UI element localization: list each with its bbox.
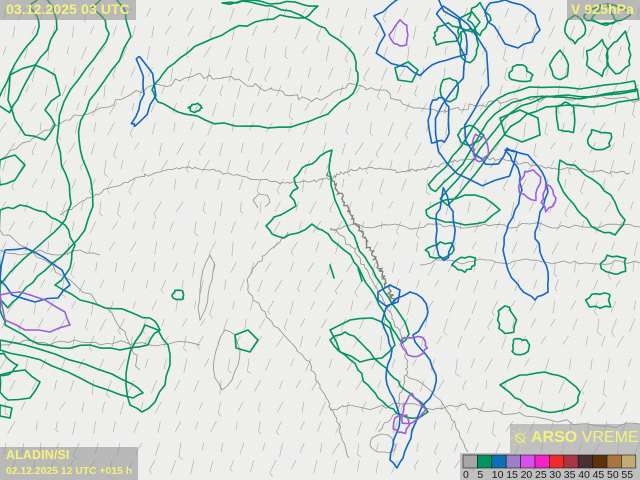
svg-text:45: 45 [593,469,605,480]
svg-text:15: 15 [506,469,518,480]
svg-text:10: 10 [492,469,504,480]
svg-text:55: 55 [621,469,633,480]
svg-text:5: 5 [477,469,483,480]
svg-text:30: 30 [549,469,561,480]
svg-text:35: 35 [564,469,576,480]
svg-text:40: 40 [578,469,590,480]
svg-text:20: 20 [521,469,533,480]
svg-text:50: 50 [607,469,619,480]
svg-text:0: 0 [463,469,469,480]
svg-text:25: 25 [535,469,547,480]
